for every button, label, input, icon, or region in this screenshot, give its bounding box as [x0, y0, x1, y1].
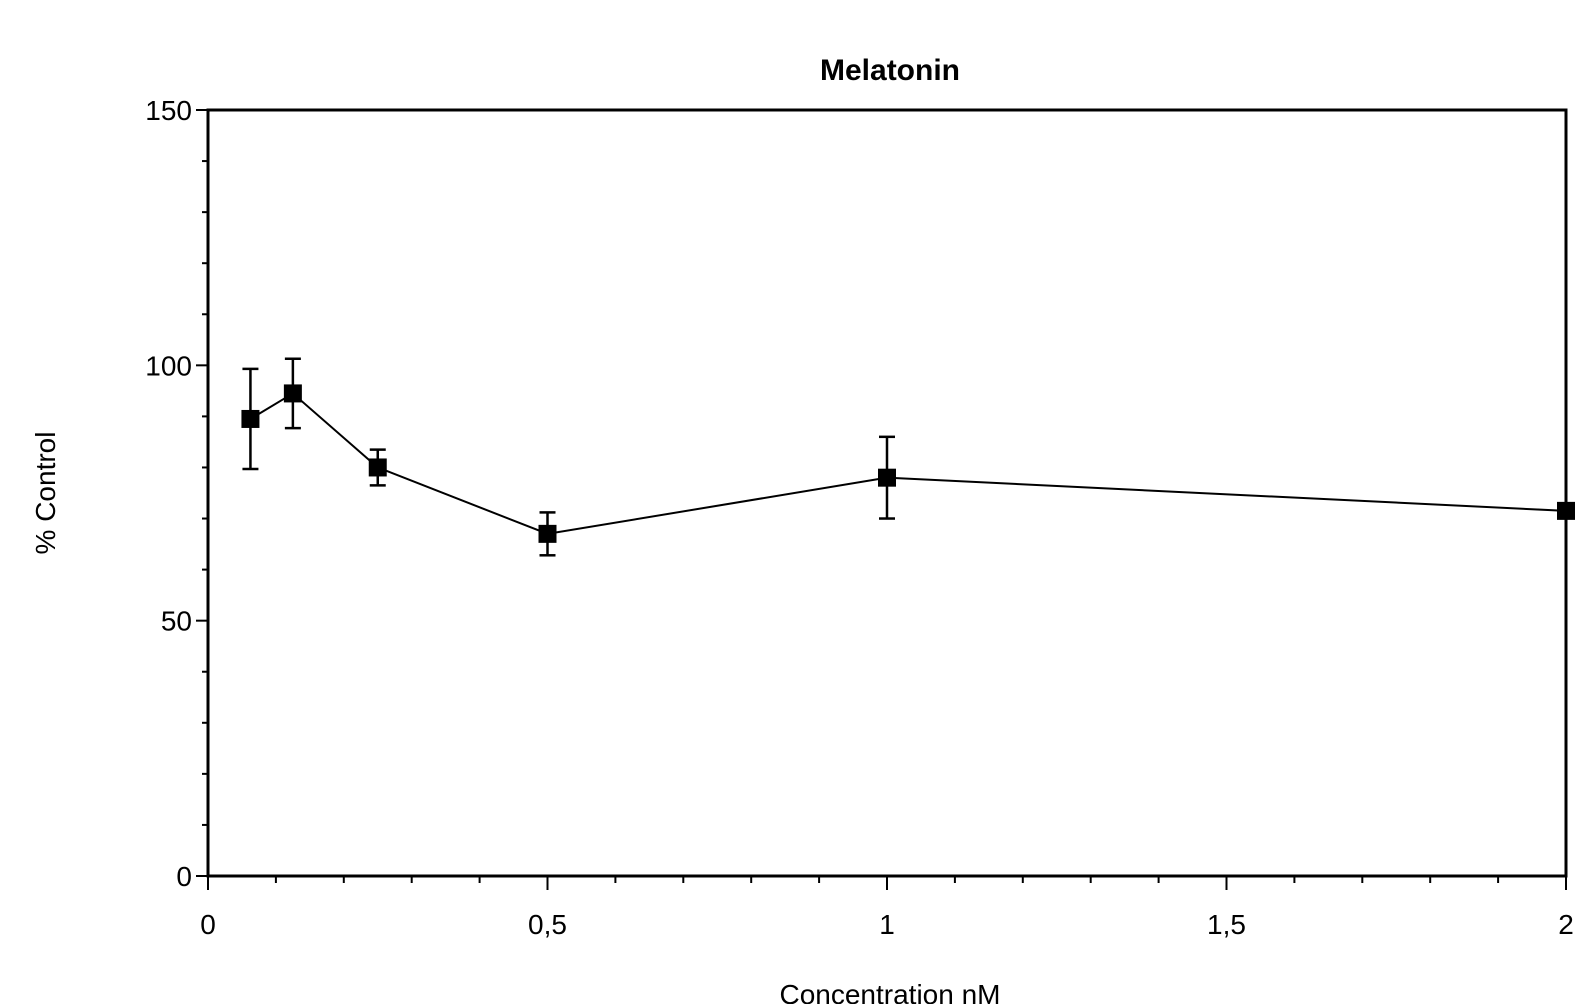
- data-point-marker: [878, 468, 896, 487]
- y-tick-label: 150: [145, 95, 192, 126]
- chart-title: Melatonin: [820, 54, 960, 87]
- data-point-marker: [1557, 501, 1575, 520]
- x-tick-label: 1: [879, 909, 895, 940]
- x-tick-label: 1,5: [1207, 909, 1246, 940]
- x-tick-label: 2: [1558, 909, 1574, 940]
- plot-area: 0 50 100 150 0 0,5 1 1,5 2: [145, 95, 1575, 940]
- data-point-marker: [283, 384, 302, 403]
- x-axis-label: Concentration nM: [779, 979, 1000, 1004]
- y-tick-label: 50: [161, 606, 192, 637]
- data-point-marker: [538, 524, 557, 543]
- x-tick-label: 0,5: [528, 909, 567, 940]
- data-point-marker: [241, 409, 260, 428]
- x-tick-label: 0: [200, 909, 216, 940]
- data-point-marker: [368, 458, 387, 477]
- series-line: [249, 392, 1567, 535]
- y-tick-label: 100: [145, 350, 192, 381]
- y-tick-label: 0: [176, 861, 192, 892]
- y-axis-label: % Control: [30, 432, 61, 555]
